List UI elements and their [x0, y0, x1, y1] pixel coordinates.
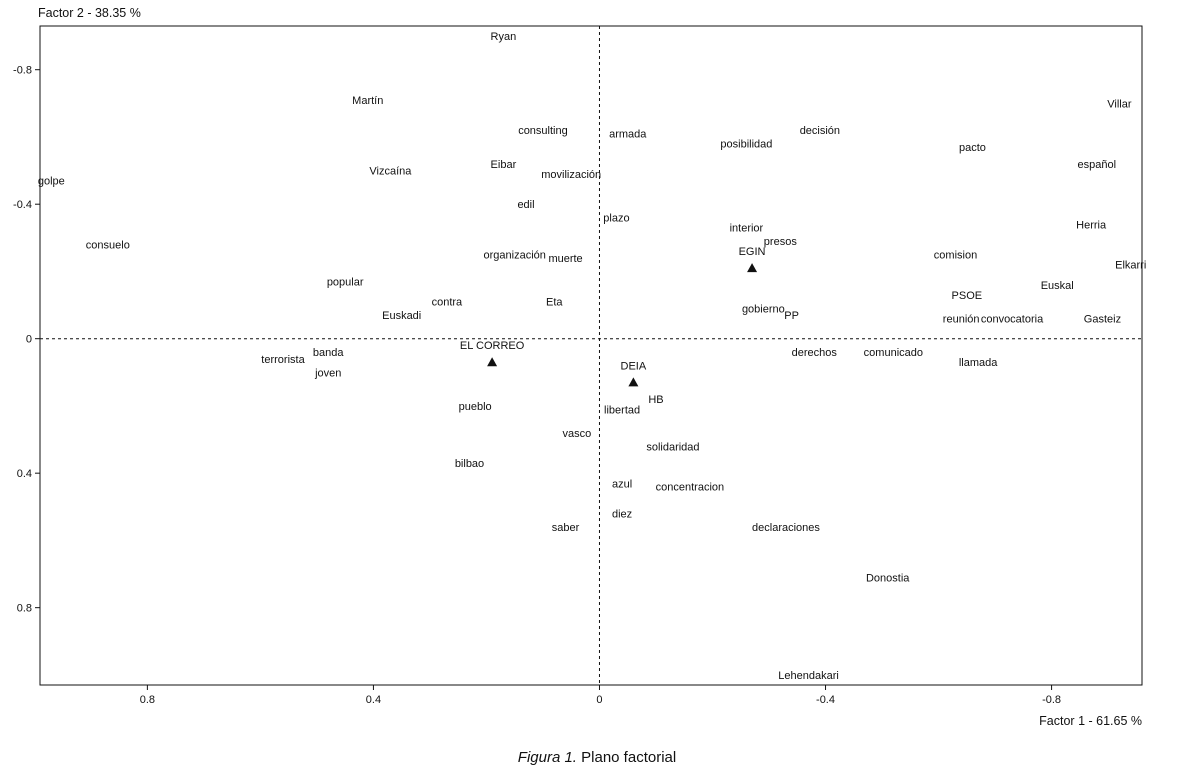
- word-point-label: decisión: [800, 125, 840, 137]
- word-point-label: llamada: [959, 357, 998, 369]
- y-tick-label: 0: [26, 334, 32, 346]
- word-point-label: Gasteiz: [1084, 314, 1121, 326]
- word-point-label: Euskadi: [382, 310, 421, 322]
- word-point-label: Lehendakari: [778, 670, 839, 682]
- word-point-label: interior: [730, 223, 764, 235]
- word-point-label: saber: [552, 522, 580, 534]
- word-point-label: consuelo: [86, 240, 130, 252]
- word-point-label: edil: [517, 199, 534, 211]
- word-point-label: reunión: [943, 314, 980, 326]
- word-point-label: Elkarri: [1115, 260, 1146, 272]
- x-tick-label: 0: [596, 694, 602, 706]
- word-point-label: muerte: [548, 253, 582, 265]
- x-tick-label: 0.8: [140, 694, 155, 706]
- y-tick-label: 0.8: [17, 603, 32, 615]
- word-point-label: solidaridad: [646, 441, 699, 453]
- word-point-label: plazo: [603, 213, 629, 225]
- word-point-label: presos: [764, 236, 798, 248]
- word-point-label: Eta: [546, 297, 563, 309]
- supplementary-point-label: EL CORREO: [460, 340, 525, 352]
- word-point-label: joven: [314, 367, 341, 379]
- supplementary-points: EL CORREO EGIN DEIA: [460, 246, 766, 387]
- x-tick-label: -0.8: [1042, 694, 1061, 706]
- word-point-label: Herria: [1076, 219, 1107, 231]
- word-point-label: armada: [609, 129, 647, 141]
- word-point-label: terrorista: [261, 354, 305, 366]
- word-point-label: español: [1078, 159, 1117, 171]
- word-point-label: movilización: [541, 169, 601, 181]
- word-point-label: bilbao: [455, 458, 484, 470]
- x-axis-label: Factor 1 - 61.65 %: [1039, 714, 1142, 728]
- word-point-label: pueblo: [459, 401, 492, 413]
- word-point-label: vasco: [562, 428, 591, 440]
- word-point-label: concentracion: [656, 482, 725, 494]
- word-point-label: derechos: [792, 347, 838, 359]
- word-point-label: HB: [648, 394, 663, 406]
- word-point-label: Donostia: [866, 572, 910, 584]
- word-point-label: PP: [784, 310, 799, 322]
- word-point-label: Eibar: [491, 159, 517, 171]
- figure-caption-prefix: Figura 1.: [517, 749, 577, 766]
- figure-caption: Figura 1. Plano factorial: [0, 749, 1194, 766]
- word-point-label: consulting: [518, 125, 568, 137]
- x-axis-ticks: 0.8 0.4 0 -0.4 -0.8: [140, 685, 1061, 706]
- supplementary-triangle-marker: [487, 357, 498, 367]
- word-point-label: comision: [934, 250, 977, 262]
- word-point-label: Vizcaína: [369, 166, 412, 178]
- supplementary-point-label: DEIA: [621, 360, 647, 372]
- word-point-label: banda: [313, 347, 344, 359]
- y-tick-label: -0.8: [13, 65, 32, 77]
- word-point-label: comunicado: [864, 347, 923, 359]
- plot-frame: [39, 25, 1143, 686]
- word-point-label: convocatoria: [981, 314, 1044, 326]
- y-axis-ticks: -0.8 -0.4 0 0.4 0.8: [13, 65, 40, 615]
- supplementary-triangle-marker: [628, 377, 639, 387]
- word-point-label: Euskal: [1041, 280, 1074, 292]
- word-point-label: golpe: [38, 176, 65, 188]
- word-point-label: Ryan: [491, 31, 517, 43]
- word-point-label: azul: [612, 478, 632, 490]
- word-point-label: diez: [612, 509, 632, 521]
- word-point-label: popular: [327, 277, 364, 289]
- word-point-label: Martín: [352, 95, 383, 107]
- word-point-label: pacto: [959, 142, 986, 154]
- y-axis-label: Factor 2 - 38.35 %: [38, 6, 141, 20]
- y-tick-label: 0.4: [17, 468, 32, 480]
- word-point-label: organización: [484, 250, 546, 262]
- factorial-plane-chart: 0.8 0.4 0 -0.4 -0.8 -0.8 -0.4 0 0.4 0.8 Ryan Mart…: [13, 6, 1146, 728]
- word-points: Ryan Martín consulting armada posibilidad dec…: [38, 31, 1146, 682]
- word-point-label: posibilidad: [720, 139, 772, 151]
- figure-caption-text: Plano factorial: [576, 749, 677, 766]
- x-tick-label: 0.4: [366, 694, 381, 706]
- word-point-label: PSOE: [952, 290, 983, 302]
- supplementary-point-label: EGIN: [739, 246, 766, 258]
- x-tick-label: -0.4: [816, 694, 835, 706]
- y-tick-label: -0.4: [13, 199, 32, 211]
- supplementary-triangle-marker: [747, 263, 758, 273]
- word-point-label: libertad: [604, 404, 640, 416]
- word-point-label: Villar: [1107, 98, 1132, 110]
- word-point-label: contra: [432, 297, 463, 309]
- word-point-label: declaraciones: [752, 522, 820, 534]
- word-point-label: gobierno: [742, 303, 785, 315]
